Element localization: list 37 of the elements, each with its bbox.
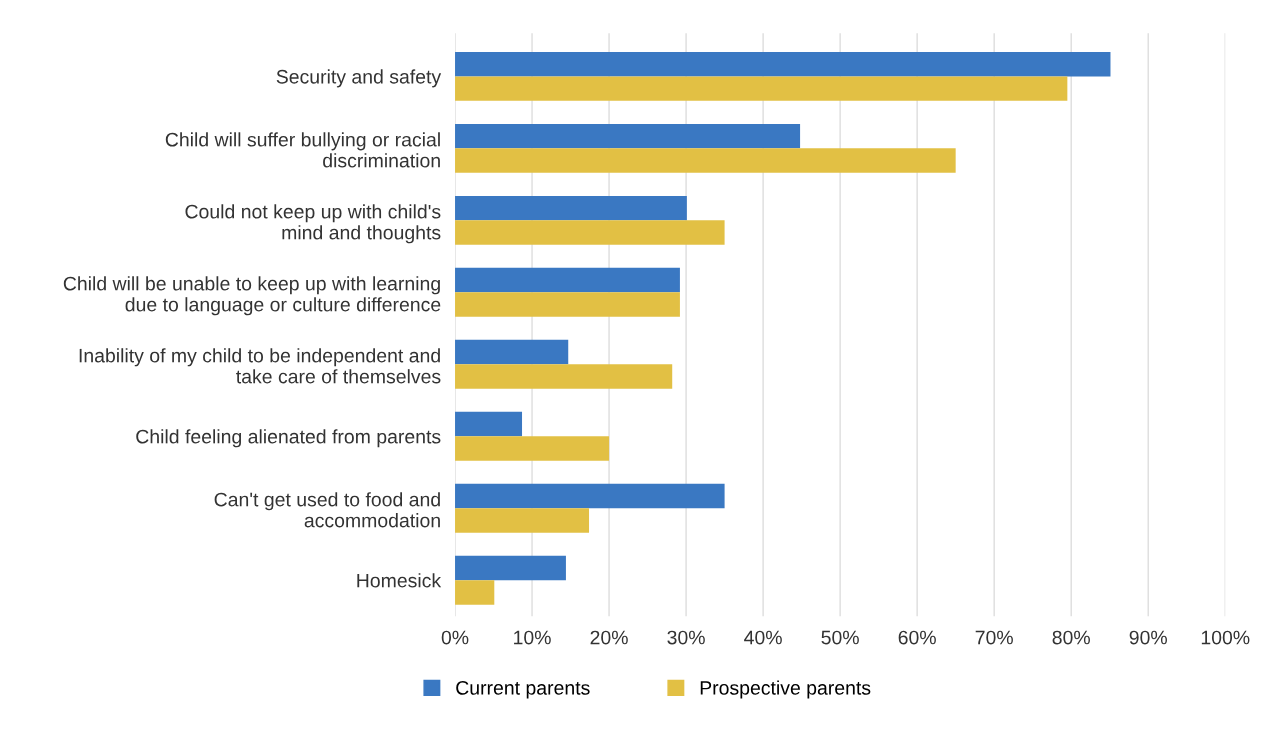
bar (455, 51, 1111, 77)
y-tick-label: Inability of my child to be independent and take care of themselves (79, 348, 441, 384)
legend-label: Prospective parents (700, 680, 871, 699)
y-tick-label: Homesick (357, 573, 442, 588)
bar (455, 436, 610, 461)
x-tick-label: 100% (1201, 630, 1250, 645)
x-tick-label: 20% (590, 630, 628, 645)
bar (455, 411, 523, 437)
y-tick-label: Could not keep up with child's mind and thoughts (185, 204, 441, 244)
bar (455, 364, 673, 389)
x-tick-label: 0% (441, 630, 469, 645)
bar (455, 339, 569, 365)
y-tick-label: Child will be unable to keep up with learning due to language or culture difference (63, 276, 441, 316)
legend-label: Current parents (456, 680, 590, 699)
bar (455, 483, 725, 509)
x-tick-label: 30% (667, 630, 705, 645)
bar (455, 555, 566, 581)
y-tick-label: Child will suffer bullying or racial discrimination (165, 132, 440, 168)
bar (455, 220, 725, 245)
x-tick-label: 10% (514, 630, 551, 645)
bar (455, 76, 1068, 101)
x-tick-label: 50% (821, 630, 859, 645)
bar (455, 580, 495, 605)
bar (455, 195, 687, 221)
bar (455, 292, 680, 317)
bar (455, 267, 680, 293)
y-tick-label: Security and safety (276, 69, 442, 88)
bar (455, 123, 801, 149)
x-tick-label: 60% (898, 630, 936, 645)
x-tick-label: 80% (1052, 630, 1090, 645)
y-tick-label: Can't get used to food and accommodation (214, 492, 440, 528)
bar (455, 148, 956, 173)
x-tick-label: 70% (975, 630, 1013, 645)
y-tick-label: Child feeling alienated from parents (136, 429, 441, 448)
x-tick-label: 90% (1129, 630, 1167, 645)
x-tick-label: 40% (744, 630, 782, 645)
bar (455, 508, 590, 533)
